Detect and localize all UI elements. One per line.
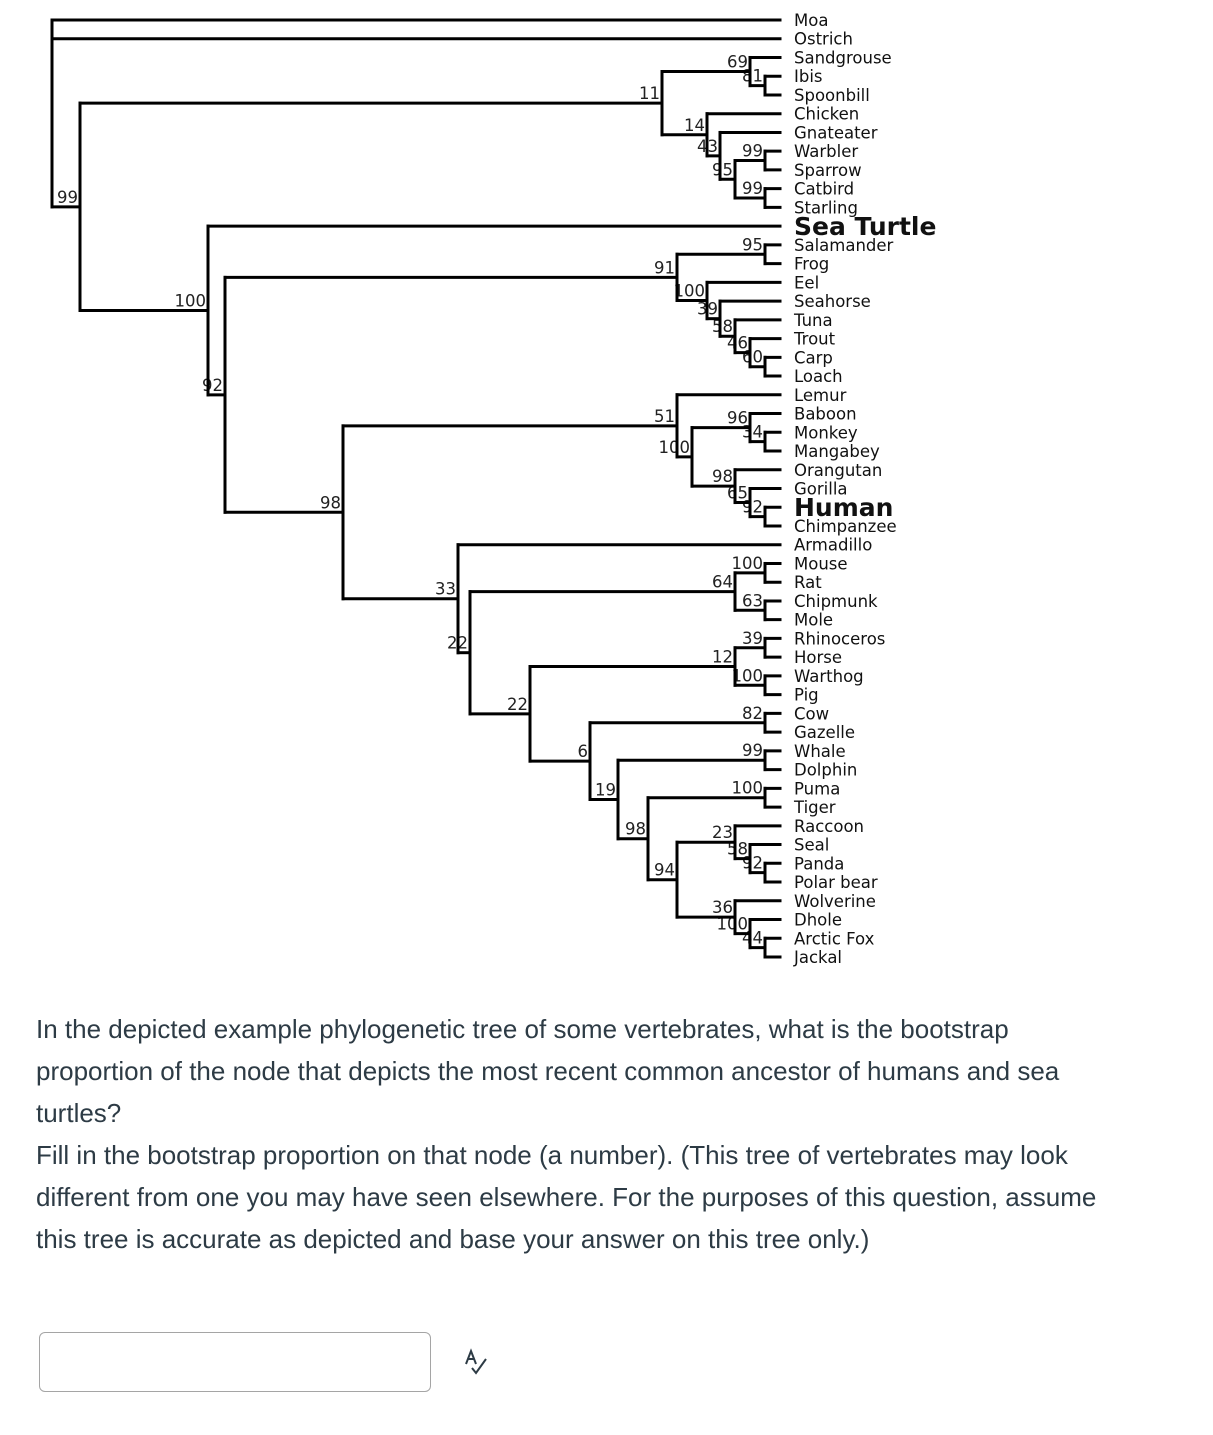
taxon-label: Arctic Fox [794, 929, 875, 948]
taxon-label: Dolphin [794, 761, 857, 780]
taxon-label: Ibis [794, 67, 823, 86]
taxon-label: Baboon [794, 405, 857, 424]
question-paragraph-1: In the depicted example phylogenetic tre… [36, 1014, 1060, 1128]
bootstrap-value: 58 [712, 317, 733, 336]
taxon-label: Horse [794, 648, 842, 667]
taxon-label: Sandgrouse [794, 48, 892, 67]
taxon-label: Warthog [794, 667, 864, 686]
bootstrap-value: 91 [654, 258, 675, 277]
taxon-label: Gazelle [794, 723, 855, 742]
bootstrap-value: 100 [674, 282, 706, 301]
bootstrap-value: 100 [717, 915, 749, 934]
taxon-label: Rat [794, 573, 822, 592]
taxon-label: Monkey [794, 423, 858, 442]
taxon-label: Warbler [794, 142, 858, 161]
answer-input[interactable] [39, 1332, 431, 1392]
taxon-label: Tiger [793, 798, 836, 817]
bootstrap-value: 14 [684, 116, 705, 135]
taxon-label: Catbird [794, 180, 854, 199]
bootstrap-value: 99 [742, 142, 763, 161]
taxon-label: Carp [794, 348, 833, 367]
taxon-label: Wolverine [794, 892, 876, 911]
bootstrap-value: 82 [742, 704, 763, 723]
taxon-label: Dhole [794, 911, 842, 930]
taxon-label: Pig [794, 686, 819, 705]
bootstrap-value: 99 [742, 741, 763, 760]
taxon-label: Gnateater [794, 123, 878, 142]
bootstrap-value: 22 [507, 695, 528, 714]
taxon-label: Seal [794, 836, 829, 855]
bootstrap-value: 100 [175, 291, 207, 310]
taxon-label: Mole [794, 611, 833, 630]
taxon-label: Mangabey [794, 442, 880, 461]
bootstrap-value: 92 [202, 376, 223, 395]
taxon-label: Moa [794, 11, 828, 30]
taxon-label: Whale [794, 742, 846, 761]
taxon-label: Cow [794, 704, 829, 723]
question-paragraph-2: Fill in the bootstrap proportion on that… [36, 1140, 1097, 1254]
bootstrap-value: 65 [727, 484, 748, 503]
bootstrap-value: 11 [639, 84, 660, 103]
taxon-label: Sparrow [794, 161, 862, 180]
taxon-label: Chicken [794, 105, 859, 124]
bootstrap-value: 98 [320, 493, 341, 512]
taxon-label: Chimpanzee [794, 517, 897, 536]
bootstrap-value: 64 [712, 573, 733, 592]
bootstrap-value: 100 [732, 554, 764, 573]
bootstrap-value: 99 [742, 179, 763, 198]
taxon-label: Polar bear [794, 873, 878, 892]
bootstrap-value: 100 [732, 779, 764, 798]
taxon-label: Gorilla [794, 480, 848, 499]
taxon-label: Jackal [793, 948, 842, 967]
taxon-label: Loach [794, 367, 843, 386]
bootstrap-value: 100 [732, 666, 764, 685]
bootstrap-value: 100 [659, 438, 691, 457]
taxon-label: Starling [794, 198, 858, 217]
taxon-label: Lemur [794, 386, 847, 405]
bootstrap-value: 19 [595, 780, 616, 799]
taxon-label: Armadillo [794, 536, 872, 555]
bootstrap-value: 58 [727, 840, 748, 859]
bootstrap-value: 23 [712, 823, 733, 842]
taxon-label: Trout [793, 330, 836, 349]
bootstrap-value: 98 [625, 820, 646, 839]
taxon-label: Ostrich [794, 30, 853, 49]
taxon-label: Human [794, 493, 893, 522]
taxon-label: Salamander [794, 236, 894, 255]
bootstrap-value: 6 [578, 742, 589, 761]
bootstrap-value: 99 [57, 188, 78, 207]
bootstrap-value: 69 [727, 53, 748, 72]
taxon-label: Panda [794, 854, 844, 873]
bootstrap-value: 33 [435, 580, 456, 599]
bootstrap-value: 94 [654, 861, 675, 880]
bootstrap-value: 96 [727, 409, 748, 428]
taxon-label: Puma [794, 779, 840, 798]
question-text: In the depicted example phylogenetic tre… [36, 1008, 1126, 1260]
bootstrap-value: 39 [742, 629, 763, 648]
bootstrap-value: 12 [712, 648, 733, 667]
bootstrap-value: 95 [712, 160, 733, 179]
taxon-label: Spoonbill [794, 86, 870, 105]
bootstrap-value: 51 [654, 407, 675, 426]
taxon-label: Mouse [794, 554, 848, 573]
taxon-label: Rhinoceros [794, 629, 885, 648]
bootstrap-value: 63 [742, 591, 763, 610]
taxon-label: Eel [794, 273, 819, 292]
taxon-label: Seahorse [794, 292, 871, 311]
spellcheck-icon[interactable] [460, 1346, 492, 1378]
bootstrap-value: 46 [727, 334, 748, 353]
taxon-label: Chipmunk [794, 592, 878, 611]
taxon-label: Orangutan [794, 461, 882, 480]
taxon-label: Sea Turtle [794, 212, 936, 241]
bootstrap-value: 95 [742, 235, 763, 254]
taxon-label: Frog [794, 255, 829, 274]
bootstrap-value: 36 [712, 898, 733, 917]
phylogenetic-tree: MoaOstrichSandgrouseIbisSpoonbill8169Chi… [50, 11, 936, 967]
bootstrap-value: 98 [712, 467, 733, 486]
taxon-label: Raccoon [794, 817, 864, 836]
taxon-label: Tuna [793, 311, 833, 330]
